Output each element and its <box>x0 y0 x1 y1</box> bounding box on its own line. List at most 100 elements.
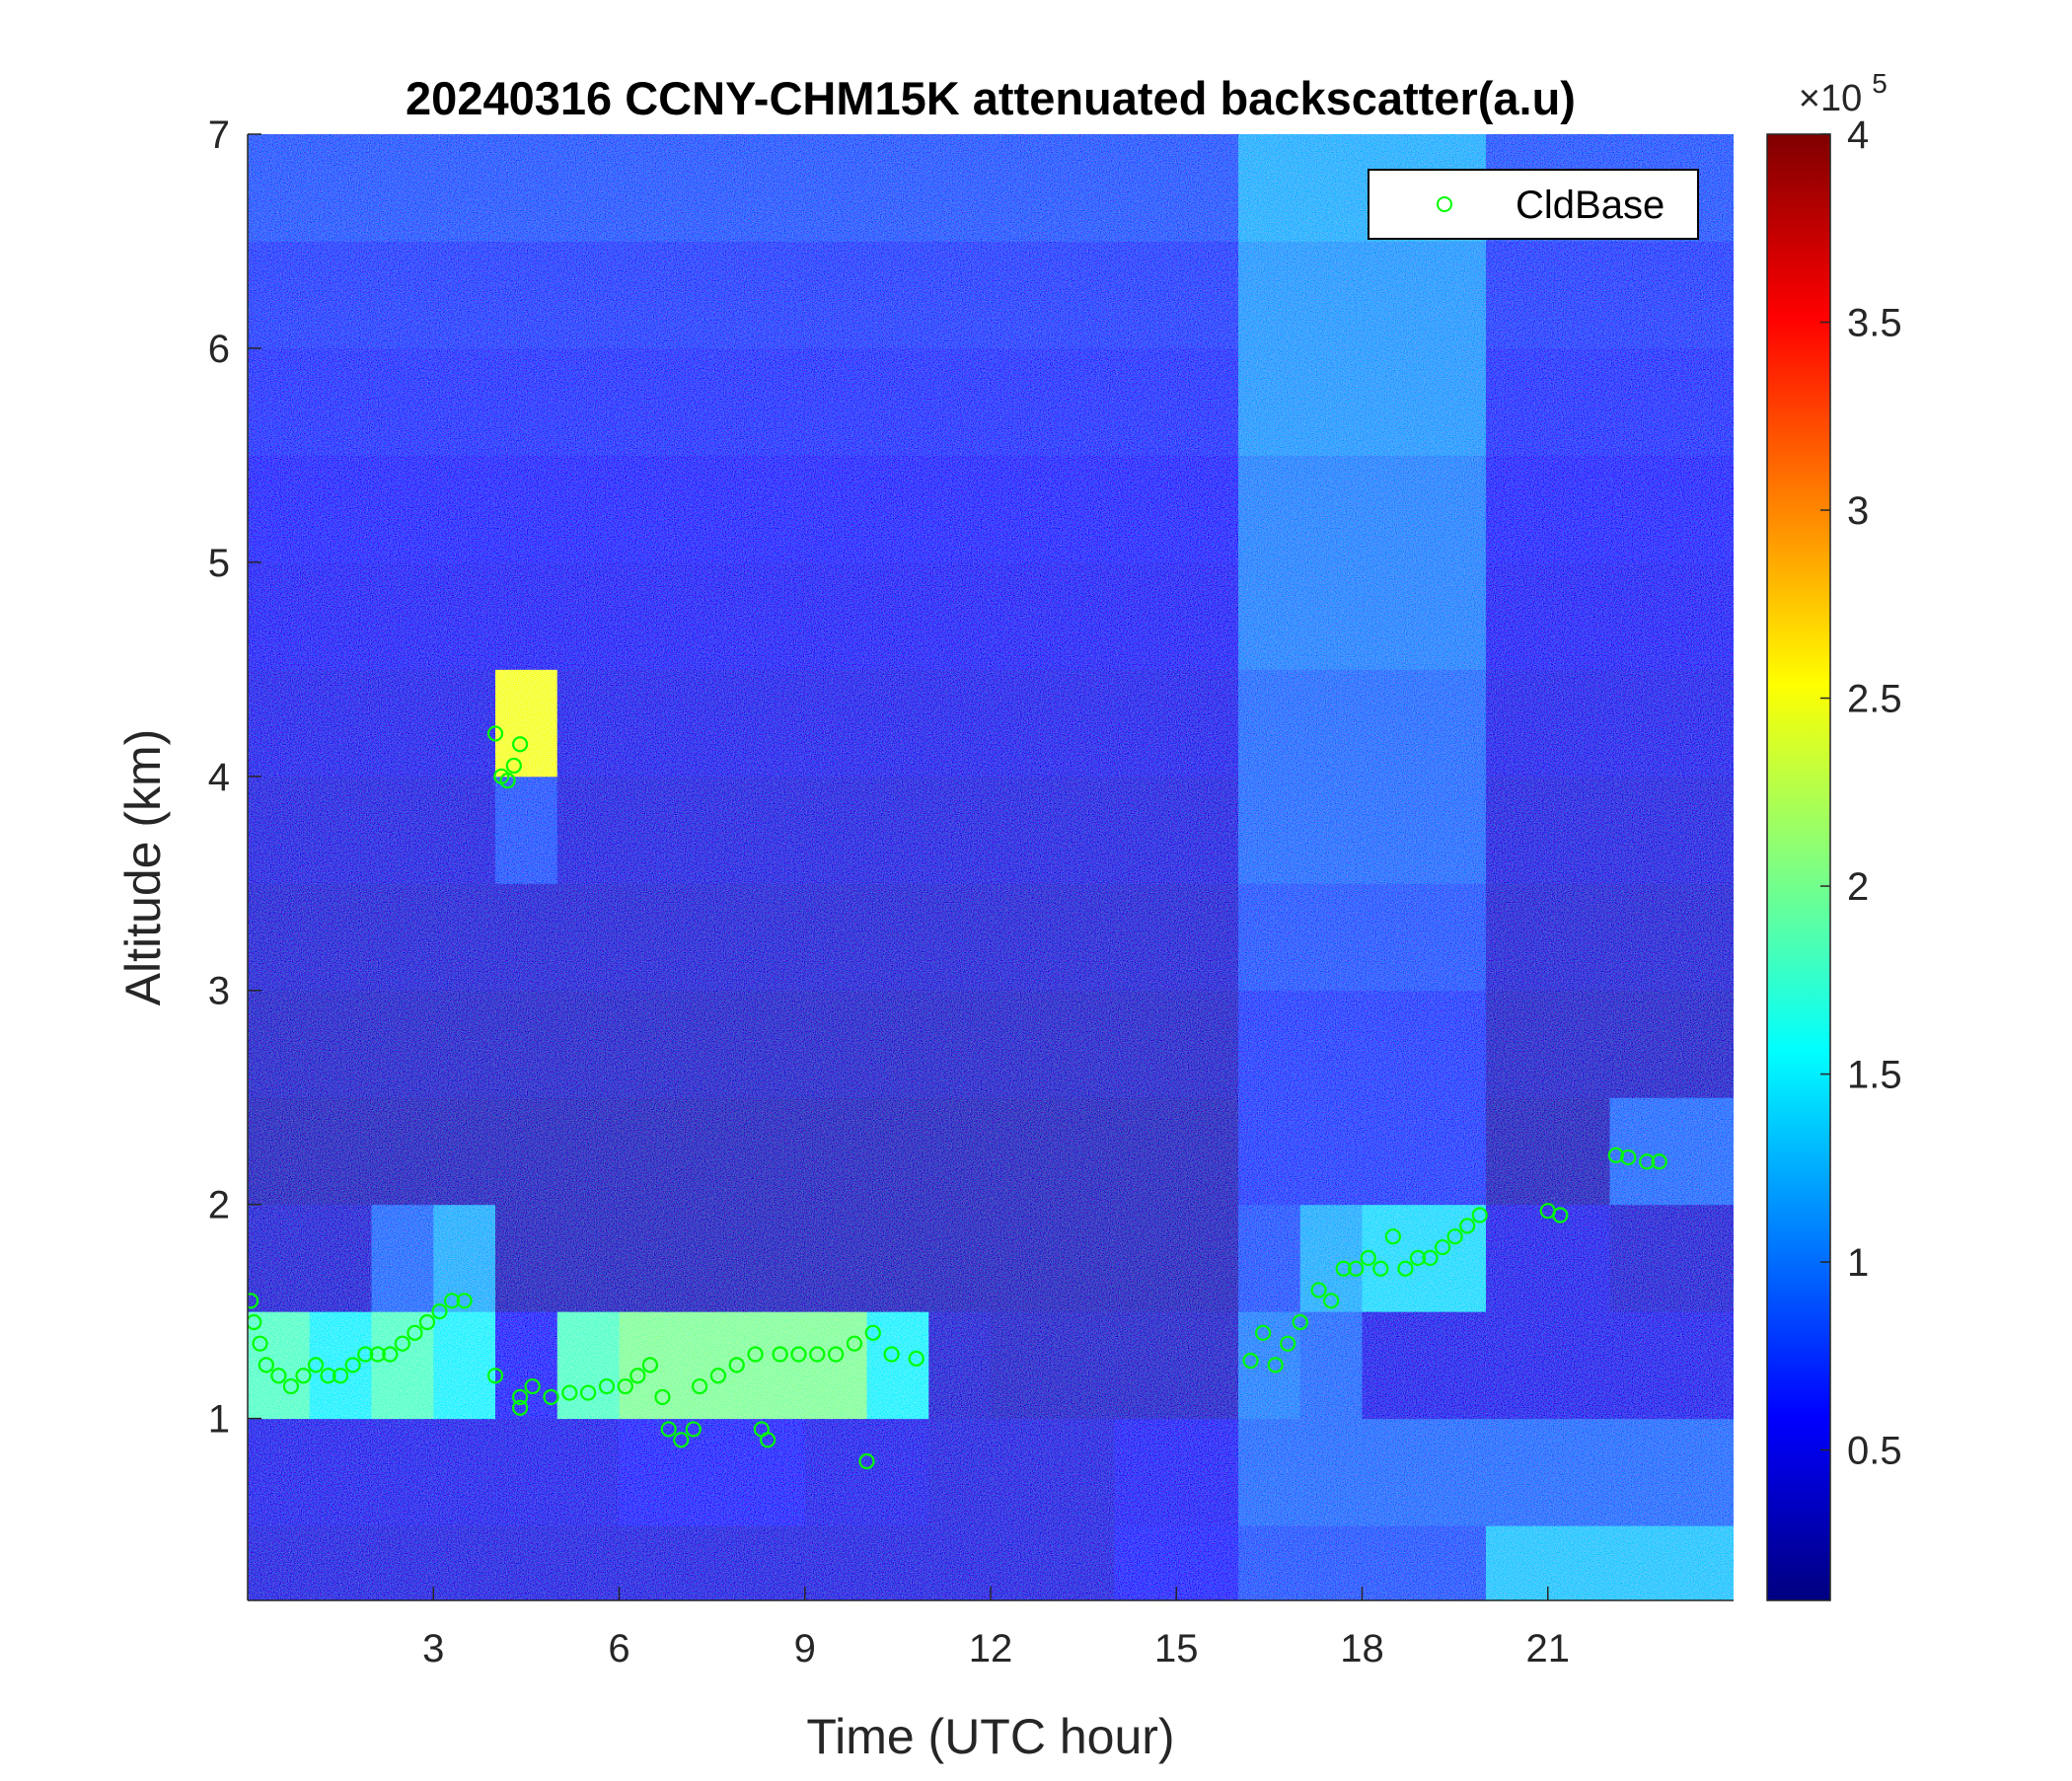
cloud-base-point <box>1397 1260 1414 1277</box>
cloud-base-point <box>883 1346 900 1363</box>
cloud-base-point <box>641 1357 658 1373</box>
scatter-layer <box>248 725 1667 1470</box>
cloud-base-point <box>486 725 504 742</box>
cloud-base-point <box>1422 1249 1439 1267</box>
cloud-base-point <box>685 1421 702 1438</box>
cloud-base-point <box>1292 1313 1308 1331</box>
cloud-base-point <box>524 1377 541 1395</box>
cloud-base-point <box>1446 1228 1463 1245</box>
cloud-base-point <box>1459 1218 1476 1234</box>
cloud-base-point <box>908 1350 925 1367</box>
y-tick-label: 4 <box>208 756 230 799</box>
legend-box <box>1368 169 1699 240</box>
colorbar-bar <box>1766 133 1831 1601</box>
colorbar-tick-label: 3 <box>1847 489 1869 533</box>
cloud-base-point <box>499 773 516 789</box>
cloud-base-point <box>258 1357 274 1373</box>
cloud-base-point <box>790 1346 807 1363</box>
cloud-base-point <box>1310 1282 1327 1299</box>
colorbar-tick-label: 4 <box>1847 113 1869 157</box>
cloud-base-point <box>511 1388 529 1406</box>
cloud-base-point <box>282 1377 300 1395</box>
cloud-base-point <box>1360 1249 1376 1267</box>
cloud-base-point <box>858 1452 875 1470</box>
cloud-base-point <box>511 1399 529 1416</box>
cloud-base-point <box>1254 1324 1272 1341</box>
cloud-base-point <box>673 1432 690 1448</box>
cloud-base-point <box>1372 1260 1389 1277</box>
cloud-base-point <box>1242 1352 1259 1370</box>
cloud-base-point <box>1620 1149 1637 1166</box>
legend-label: CldBase <box>1516 184 1665 227</box>
cloud-base-point <box>728 1357 745 1373</box>
colorbar-tick-label: 2 <box>1847 865 1869 909</box>
y-tick-label: 1 <box>208 1398 230 1442</box>
cloud-base-point <box>357 1346 374 1363</box>
cloud-base-point <box>1335 1260 1352 1277</box>
cloud-base-point <box>580 1384 597 1401</box>
cloud-base-point <box>1639 1153 1656 1170</box>
x-axis-label: Time (UTC hour) <box>806 1709 1174 1764</box>
cloud-base-point <box>1552 1207 1569 1224</box>
colorbar-tick-label: 2.5 <box>1847 678 1902 721</box>
cloud-base-point <box>1280 1335 1296 1352</box>
legend-marker <box>1437 196 1452 212</box>
cloud-base-point <box>443 1293 461 1309</box>
cloud-base-point <box>333 1368 349 1384</box>
cloud-base-point <box>654 1388 671 1406</box>
y-tick-label: 2 <box>208 1184 230 1227</box>
x-tick-label: 3 <box>422 1627 444 1670</box>
cloud-base-point <box>747 1346 764 1363</box>
cloud-base-point <box>320 1368 336 1384</box>
cloud-base-point <box>382 1346 399 1363</box>
x-tick-label: 15 <box>1154 1627 1199 1670</box>
cloud-base-point <box>759 1432 777 1448</box>
cloud-base-point <box>505 757 522 775</box>
colorbar-tick-label: 0.5 <box>1847 1430 1902 1473</box>
cloud-base-point <box>772 1346 788 1363</box>
y-tick-label: 5 <box>208 542 230 585</box>
cloud-base-point <box>1471 1207 1488 1224</box>
colorbar-exponent: 5 <box>1872 68 1887 99</box>
colorbar: ×10 5 0.5 1 1.5 2 2.5 3 3.5 4 <box>1766 68 1902 1601</box>
cloud-base-point <box>270 1368 287 1384</box>
colorbar-tick-label: 3.5 <box>1847 302 1902 345</box>
cloud-base-point <box>344 1357 361 1373</box>
x-tick-label: 21 <box>1526 1627 1571 1670</box>
cloud-base-point <box>456 1293 473 1309</box>
cloud-base-point <box>511 736 529 753</box>
cloud-base-point <box>252 1335 268 1352</box>
x-tick-label: 18 <box>1340 1627 1384 1670</box>
cloud-base-point <box>617 1377 633 1395</box>
cloud-base-point <box>394 1335 410 1352</box>
cloud-base-point <box>691 1377 708 1395</box>
cloud-base-point <box>1323 1293 1340 1309</box>
cloud-base-point <box>431 1303 448 1320</box>
cloud-base-point <box>543 1388 559 1406</box>
y-axis-label: Altitude (km) <box>115 729 171 1006</box>
cloud-base-point <box>709 1368 727 1384</box>
cloud-base-point <box>486 1368 504 1384</box>
y-tick-label: 3 <box>208 970 230 1013</box>
x-tick-label: 6 <box>608 1627 629 1670</box>
cloud-base-point <box>1267 1357 1284 1373</box>
y-tick-label: 6 <box>208 328 230 371</box>
cloud-base-point <box>809 1346 826 1363</box>
x-tick-label: 9 <box>794 1627 816 1670</box>
cloud-base-point <box>846 1335 863 1352</box>
cloud-base-point <box>1348 1260 1365 1277</box>
cloud-base-point <box>660 1421 677 1438</box>
x-tick-label: 12 <box>969 1627 1013 1670</box>
cloud-base-point <box>295 1368 312 1384</box>
cloud-base-point <box>561 1384 578 1401</box>
noise-texture <box>248 134 1734 1600</box>
cloud-base-point <box>1434 1238 1451 1256</box>
cloud-base-point <box>828 1346 845 1363</box>
cloud-base-point <box>1651 1153 1667 1170</box>
colorbar-tick-label: 1 <box>1847 1241 1869 1285</box>
cloud-base-point <box>418 1313 436 1331</box>
chart-title: 20240316 CCNY-CHM15K attenuated backscat… <box>406 72 1576 124</box>
